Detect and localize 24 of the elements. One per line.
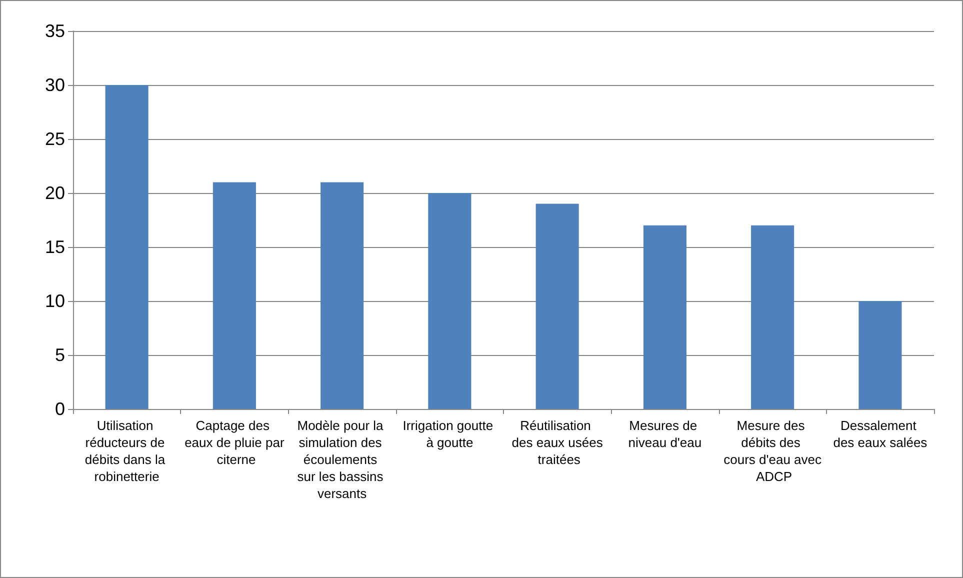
y-tick-label: 10 [44,291,65,311]
x-tick-label: Réutilisation des eaux usées traitées [512,418,604,467]
bar [428,193,472,409]
x-tick-label: Utilisation réducteurs de débits dans la robinetterie [84,418,169,484]
bar [643,225,686,409]
x-tick-label: Irrigation goutte à goutte [402,418,497,450]
y-tick-label: 35 [44,21,65,41]
x-tick-label: Captage des eaux de pluie par citerne [184,418,285,467]
y-tick-label: 0 [54,399,65,419]
y-tick-label: 25 [44,129,65,149]
bar [751,225,794,409]
y-tick-label: 30 [44,75,65,95]
bar [858,301,902,409]
bar [105,85,148,409]
bar [536,204,579,409]
y-tick-label: 15 [44,237,65,257]
y-tick-label: 20 [44,183,65,203]
y-tick-label: 5 [54,345,65,365]
bar [212,182,256,409]
x-tick-label: Modèle pour la simulation des écoulements sur les bassins versants [297,418,387,501]
x-tick-label: Mesures de niveau d'eau [628,418,702,450]
bar [320,182,364,409]
x-tick-label: Mesure des débits des cours d'eau avec ADCP [724,418,822,484]
x-tick-label: Dessalement des eaux salées [833,418,928,450]
